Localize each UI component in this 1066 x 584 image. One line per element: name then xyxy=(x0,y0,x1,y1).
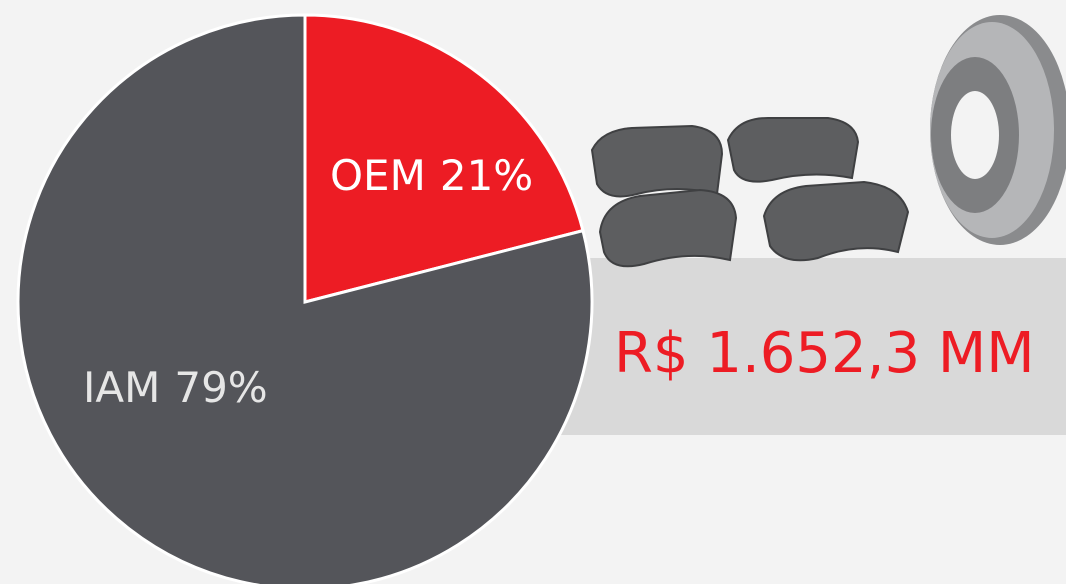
slice-category: IAM xyxy=(83,363,160,412)
slice-label: OEM 21% xyxy=(330,151,533,200)
total-annotation: R$ 1.652,3 MM xyxy=(614,321,1035,386)
slice-label: IAM 79% xyxy=(83,363,268,412)
value-band xyxy=(560,258,1066,435)
brake-pads xyxy=(590,117,910,268)
brake-disc xyxy=(930,15,1066,245)
slice-value: 79% xyxy=(174,363,267,412)
slice-value: 21% xyxy=(440,151,533,200)
slice-category: OEM xyxy=(330,151,426,200)
pie-slice xyxy=(16,13,594,584)
pie-slice xyxy=(303,13,585,304)
pie: OEM 21% IAM 79% xyxy=(16,13,594,584)
